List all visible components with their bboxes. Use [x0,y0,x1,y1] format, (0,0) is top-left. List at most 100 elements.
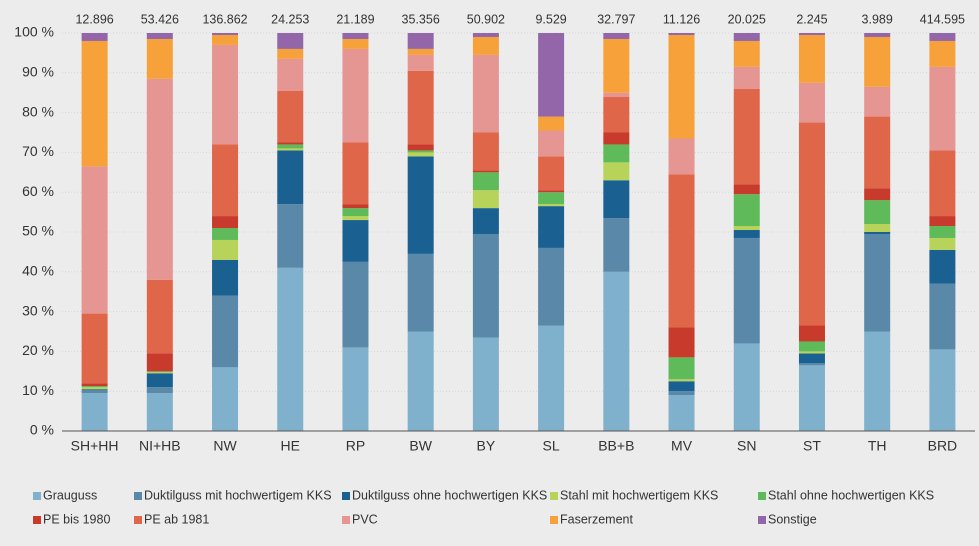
legend-label: PE ab 1981 [144,512,209,526]
bar-segment [864,36,891,87]
bar-segment [472,190,499,209]
bar-segment [668,34,695,139]
bar-segment [733,40,760,67]
legend-label: Duktilguss mit hochwertigem KKS [144,488,332,502]
bar-segment [146,371,173,373]
bar-segment [342,38,369,49]
bar-segment [407,156,434,254]
bar-segment [81,387,108,390]
bar-segment [733,343,760,431]
bar-segment [603,162,630,181]
bar-segment [538,116,565,131]
bar-segment [733,237,760,344]
bar-segment [212,44,239,145]
bar-segment [146,38,173,79]
x-tick-label: BY [477,438,496,454]
legend-swatch [758,516,766,524]
bar-segment [277,267,304,431]
x-tick-label: SL [543,438,560,454]
bar-segment [342,204,369,209]
x-tick-label: NW [213,438,237,454]
bar-segment [472,172,499,191]
total-label: 32.797 [597,12,635,26]
bar-segment [733,184,760,195]
bar-segment [603,92,630,97]
bar-segment [603,132,630,145]
bar-segment [342,216,369,221]
bar-segment [538,247,565,326]
bar-segment [81,386,108,388]
total-label: 24.253 [271,12,309,26]
total-label: 414.595 [920,12,965,26]
bar-segment [929,226,956,238]
bar-segment [212,33,239,35]
bar-segment [668,391,695,396]
y-tick-label: 40 % [22,263,54,279]
bar-segment [407,48,434,55]
bar-segment [81,40,108,167]
bar-segment [864,116,891,189]
legend-swatch [758,492,766,500]
bar-segment [81,393,108,431]
total-label: 35.356 [402,12,440,26]
x-tick-label: NI+HB [139,438,181,454]
bar-segment [733,66,760,89]
x-tick-label: SH+HH [71,438,119,454]
y-tick-label: 90 % [22,64,54,80]
bar-segment [146,372,173,374]
bar-segment [342,142,369,205]
bar-segment [798,363,825,366]
x-tick-label: SN [737,438,756,454]
legend-swatch [550,516,558,524]
y-tick-label: 70 % [22,143,54,159]
total-label: 3.989 [862,12,893,26]
legend-label: PVC [352,512,378,526]
bar-segment [929,150,956,217]
bar-segment [733,230,760,238]
bar-segment [212,295,239,368]
bar-segment [864,188,891,201]
bar-segment [342,208,369,217]
x-tick-label: ST [803,438,821,454]
legend-label: Duktilguss ohne hochwertigen KKS [352,488,547,502]
bar-segment [146,78,173,280]
bar-segment [603,33,630,39]
total-label: 136.862 [202,12,247,26]
bar-segment [407,144,434,151]
bar-segment [407,33,434,49]
bar-segment [668,357,695,380]
total-label: 21.189 [336,12,374,26]
bar-segment [733,226,760,231]
bar-segment [407,70,434,145]
y-tick-label: 80 % [22,103,54,119]
bar-segment [798,33,825,35]
bar-segment [407,331,434,431]
bar-segment [798,325,825,342]
total-label: 11.126 [663,12,700,26]
bar-segment [277,90,304,143]
bar-segment [603,144,630,163]
bar-segment [864,86,891,117]
bar-segment [472,33,499,37]
bar-segment [277,144,304,149]
bar-segment [212,367,239,431]
bar-segment [733,194,760,227]
bar-segment [864,232,891,234]
bar-segment [407,152,434,157]
x-tick-label: BW [409,438,432,454]
bar-segment [81,383,108,387]
bar-segment [146,387,173,394]
bar-segment [212,228,239,240]
bar-segment [212,239,239,260]
bar-segment [929,40,956,67]
bar-segment [538,33,565,117]
bar-segment [929,349,956,431]
y-tick-label: 30 % [22,302,54,318]
bar-segment [472,233,499,338]
bar-segment [342,261,369,348]
x-tick-label: RP [346,438,365,454]
bar-segment [864,331,891,431]
bar-segment [603,38,630,93]
bar-segment [472,54,499,133]
bar-segment [864,233,891,332]
